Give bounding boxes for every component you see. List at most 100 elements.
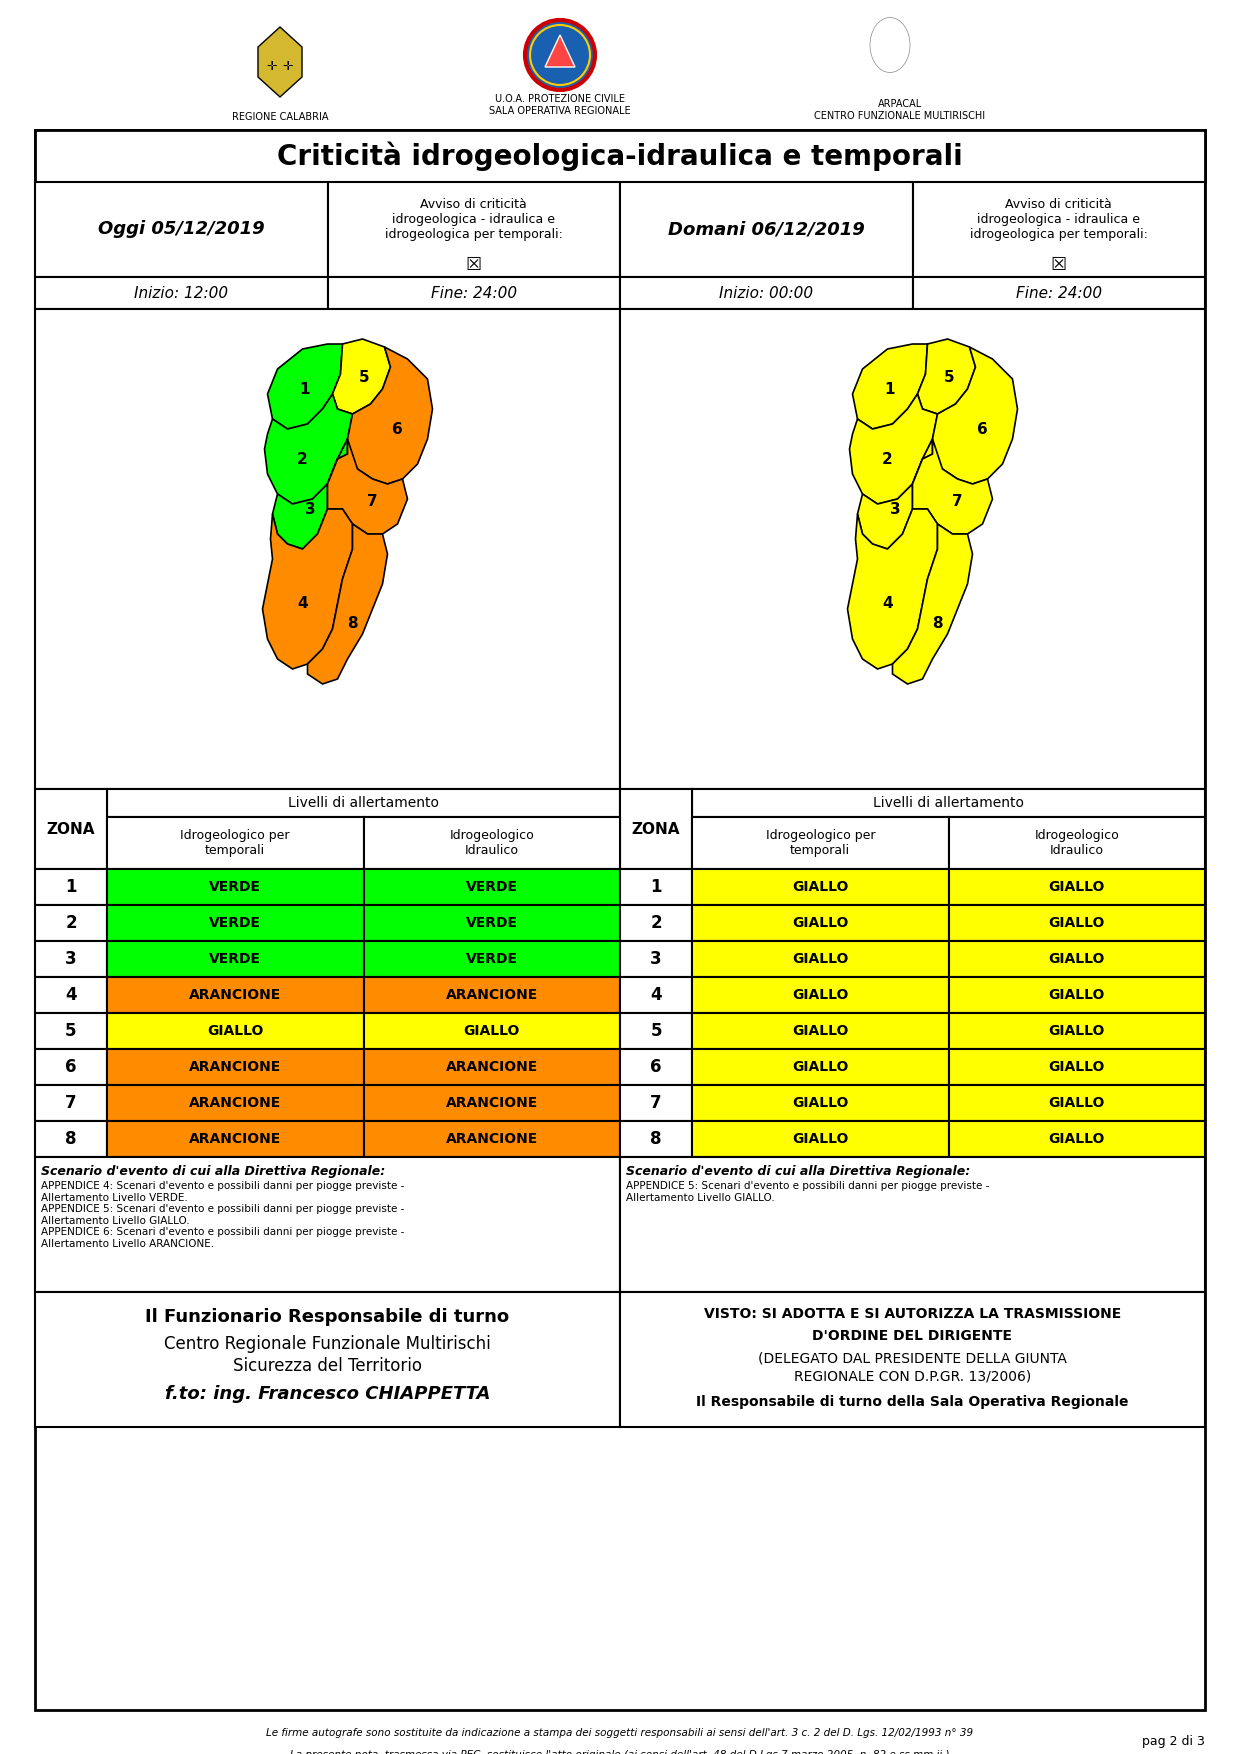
Bar [35,309,620,789]
Bar [363,1014,620,1049]
Text: 1: 1 [884,382,895,396]
Bar [620,182,913,277]
Text: Avviso di criticità
idrogeologica - idraulica e
idrogeologica per temporali:: Avviso di criticità idrogeologica - idra… [970,198,1148,240]
Bar [620,1158,1205,1293]
Polygon shape [932,347,1018,484]
Text: Fine: 24:00: Fine: 24:00 [1016,286,1102,300]
Text: VERDE: VERDE [210,952,262,966]
Text: 3: 3 [890,502,900,516]
Text: 8: 8 [650,1130,662,1149]
Bar [35,789,107,868]
Bar [35,130,1205,182]
Bar [949,905,1205,940]
Text: Criticità idrogeologica-idraulica e temporali: Criticità idrogeologica-idraulica e temp… [277,142,963,170]
Text: GIALLO: GIALLO [792,1131,848,1145]
Bar [949,1049,1205,1086]
Text: 8: 8 [66,1130,77,1149]
Text: GIALLO: GIALLO [1049,1096,1105,1110]
Text: 6: 6 [392,421,403,437]
Polygon shape [918,339,976,414]
Bar [35,1293,620,1428]
Bar [363,868,620,905]
Text: Il Funzionario Responsabile di turno: Il Funzionario Responsabile di turno [145,1308,510,1326]
Text: VERDE: VERDE [466,881,518,895]
Bar [692,789,1205,817]
Text: Idrogeologico
Idraulico: Idrogeologico Idraulico [1034,830,1120,858]
Bar [363,940,620,977]
Bar [363,1086,620,1121]
Text: VERDE: VERDE [466,952,518,966]
Ellipse shape [529,25,590,84]
Text: 4: 4 [650,986,662,1003]
Text: GIALLO: GIALLO [1049,1024,1105,1038]
Text: 7: 7 [367,495,378,509]
Text: APPENDICE 4: Scenari d'evento e possibili danni per piogge previste -
Allertamen: APPENDICE 4: Scenari d'evento e possibil… [41,1180,404,1249]
Bar [35,277,327,309]
Text: 2: 2 [650,914,662,931]
Text: GIALLO: GIALLO [1049,881,1105,895]
Polygon shape [913,438,992,533]
Text: ✛: ✛ [267,60,278,74]
Text: 2: 2 [66,914,77,931]
Text: ARANCIONE: ARANCIONE [190,1131,281,1145]
Polygon shape [263,509,352,668]
Text: 1: 1 [66,879,77,896]
Bar [107,1049,363,1086]
Text: Scenario d'evento di cui alla Direttiva Regionale:: Scenario d'evento di cui alla Direttiva … [41,1165,386,1179]
Text: Livelli di allertamento: Livelli di allertamento [288,796,439,810]
Bar [107,905,363,940]
Bar [107,868,363,905]
Bar [949,1121,1205,1158]
Bar [35,1049,107,1086]
Text: ☒: ☒ [1050,256,1066,274]
Bar [107,940,363,977]
Text: VERDE: VERDE [210,881,262,895]
Text: Sicurezza del Territorio: Sicurezza del Territorio [233,1358,422,1375]
Bar [692,977,949,1014]
Text: VERDE: VERDE [210,916,262,930]
Text: REGIONE CALABRIA: REGIONE CALABRIA [232,112,329,123]
Text: ARANCIONE: ARANCIONE [445,1096,538,1110]
Text: Scenario d'evento di cui alla Direttiva Regionale:: Scenario d'evento di cui alla Direttiva … [626,1165,970,1179]
Polygon shape [853,344,928,430]
Bar [913,182,1205,277]
Text: Idrogeologico per
temporali: Idrogeologico per temporali [181,830,290,858]
Text: 6: 6 [650,1058,662,1075]
Text: VISTO: SI ADOTTA E SI AUTORIZZA LA TRASMISSIONE: VISTO: SI ADOTTA E SI AUTORIZZA LA TRASM… [704,1307,1121,1321]
Polygon shape [258,26,303,96]
Text: ARANCIONE: ARANCIONE [445,1059,538,1073]
Bar [692,940,949,977]
Text: 3: 3 [66,951,77,968]
Text: Le firme autografe sono sostituite da indicazione a stampa dei soggetti responsa: Le firme autografe sono sostituite da in… [267,1728,973,1738]
Bar [363,905,620,940]
Bar [692,905,949,940]
Text: REGIONALE CON D.P.GR. 13/2006): REGIONALE CON D.P.GR. 13/2006) [794,1370,1032,1382]
Bar [949,817,1205,868]
Text: GIALLO: GIALLO [792,1024,848,1038]
Text: Idrogeologico per
temporali: Idrogeologico per temporali [765,830,875,858]
Text: VERDE: VERDE [466,916,518,930]
Text: Oggi 05/12/2019: Oggi 05/12/2019 [98,221,264,239]
Text: GIALLO: GIALLO [792,1096,848,1110]
Bar [107,1014,363,1049]
Text: GIALLO: GIALLO [1049,988,1105,1002]
Polygon shape [847,509,937,668]
Text: ARANCIONE: ARANCIONE [190,988,281,1002]
Text: La presente nota, trasmessa via PEC, sostituisce l'atto originale (ai sensi dell: La presente nota, trasmessa via PEC, sos… [290,1750,950,1754]
Bar [107,789,620,817]
Text: GIALLO: GIALLO [1049,916,1105,930]
Polygon shape [849,395,937,503]
Polygon shape [347,347,433,484]
Text: GIALLO: GIALLO [792,988,848,1002]
Bar [949,1086,1205,1121]
Ellipse shape [870,18,910,72]
Text: 7: 7 [952,495,962,509]
Bar [35,868,107,905]
Text: 6: 6 [66,1058,77,1075]
Bar [35,977,107,1014]
Bar [35,1086,107,1121]
Text: 4: 4 [882,596,893,612]
Bar [620,1121,692,1158]
Text: 2: 2 [298,451,308,467]
Text: ZONA: ZONA [631,821,681,837]
